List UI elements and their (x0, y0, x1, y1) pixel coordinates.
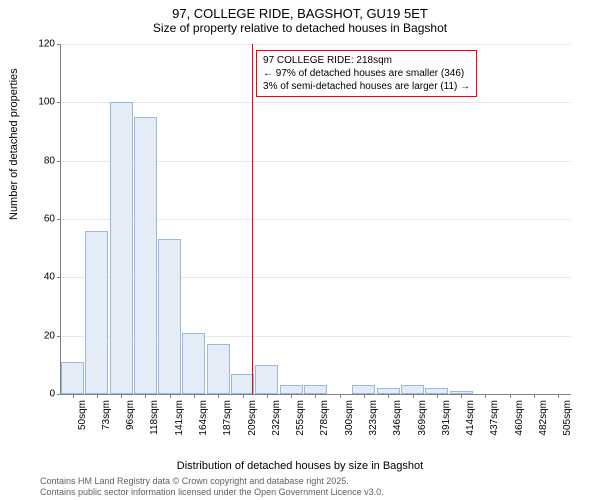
histogram-bar (401, 385, 424, 394)
xtick-label: 209sqm (247, 400, 258, 436)
xtick-label: 346sqm (392, 400, 403, 436)
histogram-bar (134, 117, 157, 394)
xtick-label: 505sqm (562, 400, 573, 436)
xtick-label: 255sqm (295, 400, 306, 436)
xtick-mark (218, 394, 219, 398)
footer-line: Contains public sector information licen… (40, 487, 384, 498)
gridline (61, 102, 571, 103)
gridline (61, 44, 571, 45)
xtick-label: 96sqm (125, 400, 136, 430)
xtick-mark (97, 394, 98, 398)
xtick-label: 278sqm (319, 400, 330, 436)
xtick-mark (485, 394, 486, 398)
xtick-label: 187sqm (222, 400, 233, 436)
xtick-mark (194, 394, 195, 398)
xtick-label: 369sqm (417, 400, 428, 436)
ytick-label: 100 (25, 97, 61, 108)
xtick-label: 391sqm (441, 400, 452, 436)
plot-area: 02040608010012050sqm73sqm96sqm118sqm141s… (60, 44, 571, 395)
annotation-line: 97 COLLEGE RIDE: 218sqm (263, 54, 470, 67)
xtick-mark (73, 394, 74, 398)
histogram-bar (182, 333, 205, 394)
histogram-bar (231, 374, 254, 394)
footer-line: Contains HM Land Registry data © Crown c… (40, 476, 384, 487)
xtick-mark (267, 394, 268, 398)
annotation-line: ← 97% of detached houses are smaller (34… (263, 67, 470, 80)
xtick-mark (534, 394, 535, 398)
xtick-label: 460sqm (514, 400, 525, 436)
xtick-label: 164sqm (198, 400, 209, 436)
xtick-label: 300sqm (344, 400, 355, 436)
xtick-label: 141sqm (174, 400, 185, 436)
xtick-mark (364, 394, 365, 398)
ytick-label: 20 (25, 330, 61, 341)
histogram-bar (255, 365, 278, 394)
xtick-mark (170, 394, 171, 398)
xtick-label: 482sqm (538, 400, 549, 436)
xtick-label: 323sqm (368, 400, 379, 436)
ytick-label: 80 (25, 155, 61, 166)
ytick-label: 0 (25, 389, 61, 400)
xtick-mark (291, 394, 292, 398)
histogram-bar (207, 344, 230, 394)
annotation-line: 3% of semi-detached houses are larger (1… (263, 80, 470, 93)
footer-attribution: Contains HM Land Registry data © Crown c… (40, 476, 384, 498)
xtick-mark (243, 394, 244, 398)
histogram-bar (280, 385, 303, 394)
chart-container: 97, COLLEGE RIDE, BAGSHOT, GU19 5ET Size… (0, 0, 600, 500)
xtick-label: 414sqm (465, 400, 476, 436)
histogram-bar (61, 362, 84, 394)
xtick-label: 118sqm (149, 400, 160, 435)
ytick-label: 40 (25, 272, 61, 283)
xtick-label: 73sqm (101, 400, 112, 430)
histogram-bar (158, 239, 181, 394)
xtick-mark (437, 394, 438, 398)
histogram-bar (352, 385, 375, 394)
chart-title-main: 97, COLLEGE RIDE, BAGSHOT, GU19 5ET (0, 0, 600, 21)
xtick-label: 437sqm (489, 400, 500, 436)
xtick-mark (510, 394, 511, 398)
chart-title-sub: Size of property relative to detached ho… (0, 21, 600, 35)
xtick-label: 232sqm (271, 400, 282, 436)
xtick-mark (388, 394, 389, 398)
ytick-label: 120 (25, 39, 61, 50)
x-axis-label: Distribution of detached houses by size … (0, 460, 600, 472)
xtick-mark (340, 394, 341, 398)
histogram-bar (110, 102, 133, 394)
reference-line (252, 44, 253, 394)
xtick-mark (413, 394, 414, 398)
annotation-box: 97 COLLEGE RIDE: 218sqm ← 97% of detache… (256, 50, 477, 97)
y-axis-label: Number of detached properties (8, 68, 20, 220)
histogram-bar (304, 385, 327, 394)
xtick-mark (315, 394, 316, 398)
xtick-mark (121, 394, 122, 398)
xtick-mark (145, 394, 146, 398)
xtick-mark (461, 394, 462, 398)
xtick-mark (558, 394, 559, 398)
xtick-label: 50sqm (77, 400, 88, 430)
ytick-label: 60 (25, 214, 61, 225)
histogram-bar (85, 231, 108, 394)
